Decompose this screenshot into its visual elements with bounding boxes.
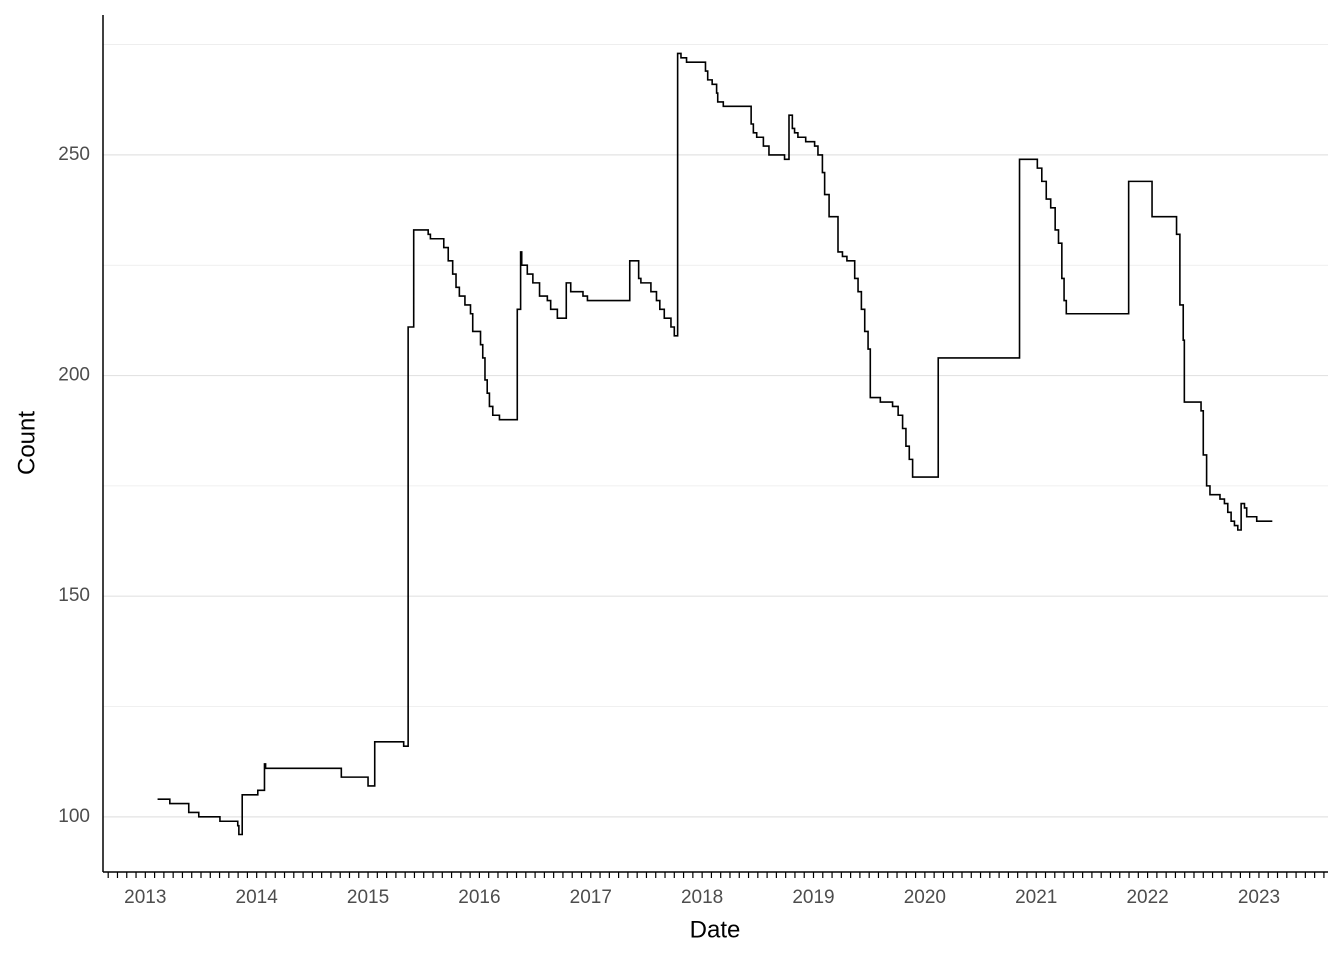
y-axis-title: Count: [13, 411, 40, 475]
x-tick-label: 2018: [681, 887, 723, 908]
x-tick-label: 2019: [792, 887, 834, 908]
y-tick-label: 200: [58, 365, 90, 386]
x-tick-label: 2016: [458, 887, 500, 908]
x-tick-label: 2021: [1015, 887, 1057, 908]
y-tick-label: 250: [58, 144, 90, 165]
x-tick-label: 2013: [124, 887, 166, 908]
y-tick-label: 150: [58, 585, 90, 606]
x-tick-label: 2020: [904, 887, 946, 908]
line: [157, 52, 1273, 836]
x-tick-label: 2022: [1126, 887, 1168, 908]
y-tick-label: 100: [58, 806, 90, 827]
x-axis-title: Date: [690, 916, 741, 943]
x-tick-label: 2014: [236, 887, 279, 908]
x-tick-label: 2023: [1238, 887, 1280, 908]
x-tick-label: 2015: [347, 887, 389, 908]
x-tick-label: 2017: [570, 887, 612, 908]
